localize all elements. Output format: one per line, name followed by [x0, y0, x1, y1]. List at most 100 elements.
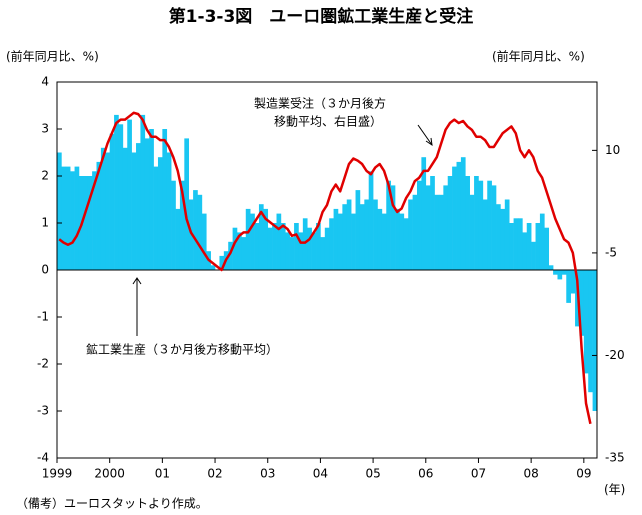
- bar: [171, 180, 176, 270]
- bar: [166, 152, 172, 270]
- bar: [100, 147, 106, 270]
- x-tick-label: 2000: [94, 467, 125, 481]
- bar: [285, 232, 290, 270]
- bar: [399, 213, 405, 270]
- bar: [87, 176, 93, 270]
- x-tick-label: 05: [365, 467, 380, 481]
- y-tick-label: 0: [41, 263, 49, 277]
- bar: [535, 223, 541, 270]
- bar: [342, 204, 348, 270]
- y-tick-label: 4: [41, 75, 49, 89]
- bar: [373, 199, 378, 270]
- bar: [474, 176, 479, 270]
- bar: [57, 152, 62, 270]
- y-tick-label: -4: [37, 451, 49, 465]
- plot: [57, 111, 598, 425]
- bar: [588, 270, 593, 393]
- bar: [526, 223, 532, 270]
- bar: [179, 180, 185, 270]
- bar: [311, 232, 317, 270]
- bar: [105, 152, 110, 270]
- bar: [280, 223, 286, 270]
- bar: [184, 138, 190, 270]
- bar: [324, 227, 330, 270]
- bar: [65, 166, 71, 270]
- bar: [579, 270, 585, 336]
- bar: [74, 166, 80, 270]
- bar: [487, 180, 492, 270]
- bar: [417, 180, 422, 270]
- y-tick-label: 1: [41, 216, 49, 230]
- annotation-arrow-head: [132, 277, 142, 285]
- bar: [140, 114, 146, 271]
- bar: [478, 180, 484, 270]
- bar: [583, 270, 589, 374]
- x-tick-label: 06: [418, 467, 433, 481]
- bar: [232, 227, 238, 270]
- x-tick-label: 1999: [42, 467, 73, 481]
- bar: [263, 208, 269, 270]
- bar: [122, 147, 128, 270]
- bar: [544, 227, 550, 270]
- bar: [272, 223, 277, 270]
- bar: [258, 204, 264, 270]
- y-tick-label: 3: [41, 122, 49, 136]
- bar: [241, 237, 247, 270]
- bar: [566, 270, 571, 303]
- bar: [294, 223, 299, 270]
- bar: [61, 166, 67, 270]
- bar: [298, 232, 304, 270]
- bar: [289, 237, 295, 270]
- bar: [337, 213, 343, 270]
- bar: [408, 199, 413, 270]
- bar: [333, 208, 339, 270]
- x-tick-label: 09: [576, 467, 591, 481]
- bar: [548, 265, 554, 270]
- bar: [162, 129, 168, 270]
- y-tick-label: -2: [37, 357, 49, 371]
- bar: [557, 270, 563, 280]
- bar: [447, 176, 453, 270]
- bar: [92, 171, 97, 270]
- bar: [491, 185, 497, 270]
- bar: [561, 270, 567, 275]
- y-axis-label: (前年同月比、%): [6, 49, 99, 64]
- bar: [509, 223, 514, 270]
- x-tick-label: 04: [313, 467, 328, 481]
- bar: [438, 194, 444, 270]
- bar: [136, 143, 141, 270]
- bar: [465, 176, 470, 270]
- bar: [316, 223, 321, 270]
- bar: [434, 194, 440, 270]
- bar: [381, 213, 387, 270]
- bar: [201, 213, 207, 270]
- bar: [193, 190, 198, 270]
- bar: [430, 176, 435, 270]
- bar: [302, 218, 308, 270]
- annotation-arrow: [417, 124, 433, 146]
- x-tick-label: 03: [260, 467, 275, 481]
- bar: [351, 213, 356, 270]
- bar: [403, 218, 409, 270]
- annotation-arrow-head: [425, 137, 433, 147]
- bar: [412, 194, 418, 270]
- bar: [452, 166, 457, 270]
- bar: [368, 171, 374, 270]
- bar: [96, 161, 102, 270]
- y2-tick-label: -20: [605, 348, 625, 362]
- bar: [570, 270, 576, 294]
- note: （備考）ユーロスタットより作成。: [16, 496, 208, 511]
- bar: [118, 124, 124, 270]
- bar: [469, 194, 475, 270]
- x-tick-label: 01: [155, 467, 170, 481]
- y-tick-label: 2: [41, 169, 49, 183]
- bar: [237, 232, 242, 270]
- x-tick-label: 02: [207, 467, 222, 481]
- bar: [197, 194, 203, 270]
- bar: [539, 213, 545, 270]
- bar: [210, 265, 216, 270]
- bar: [553, 270, 558, 275]
- bar: [421, 157, 427, 270]
- bar: [175, 208, 181, 270]
